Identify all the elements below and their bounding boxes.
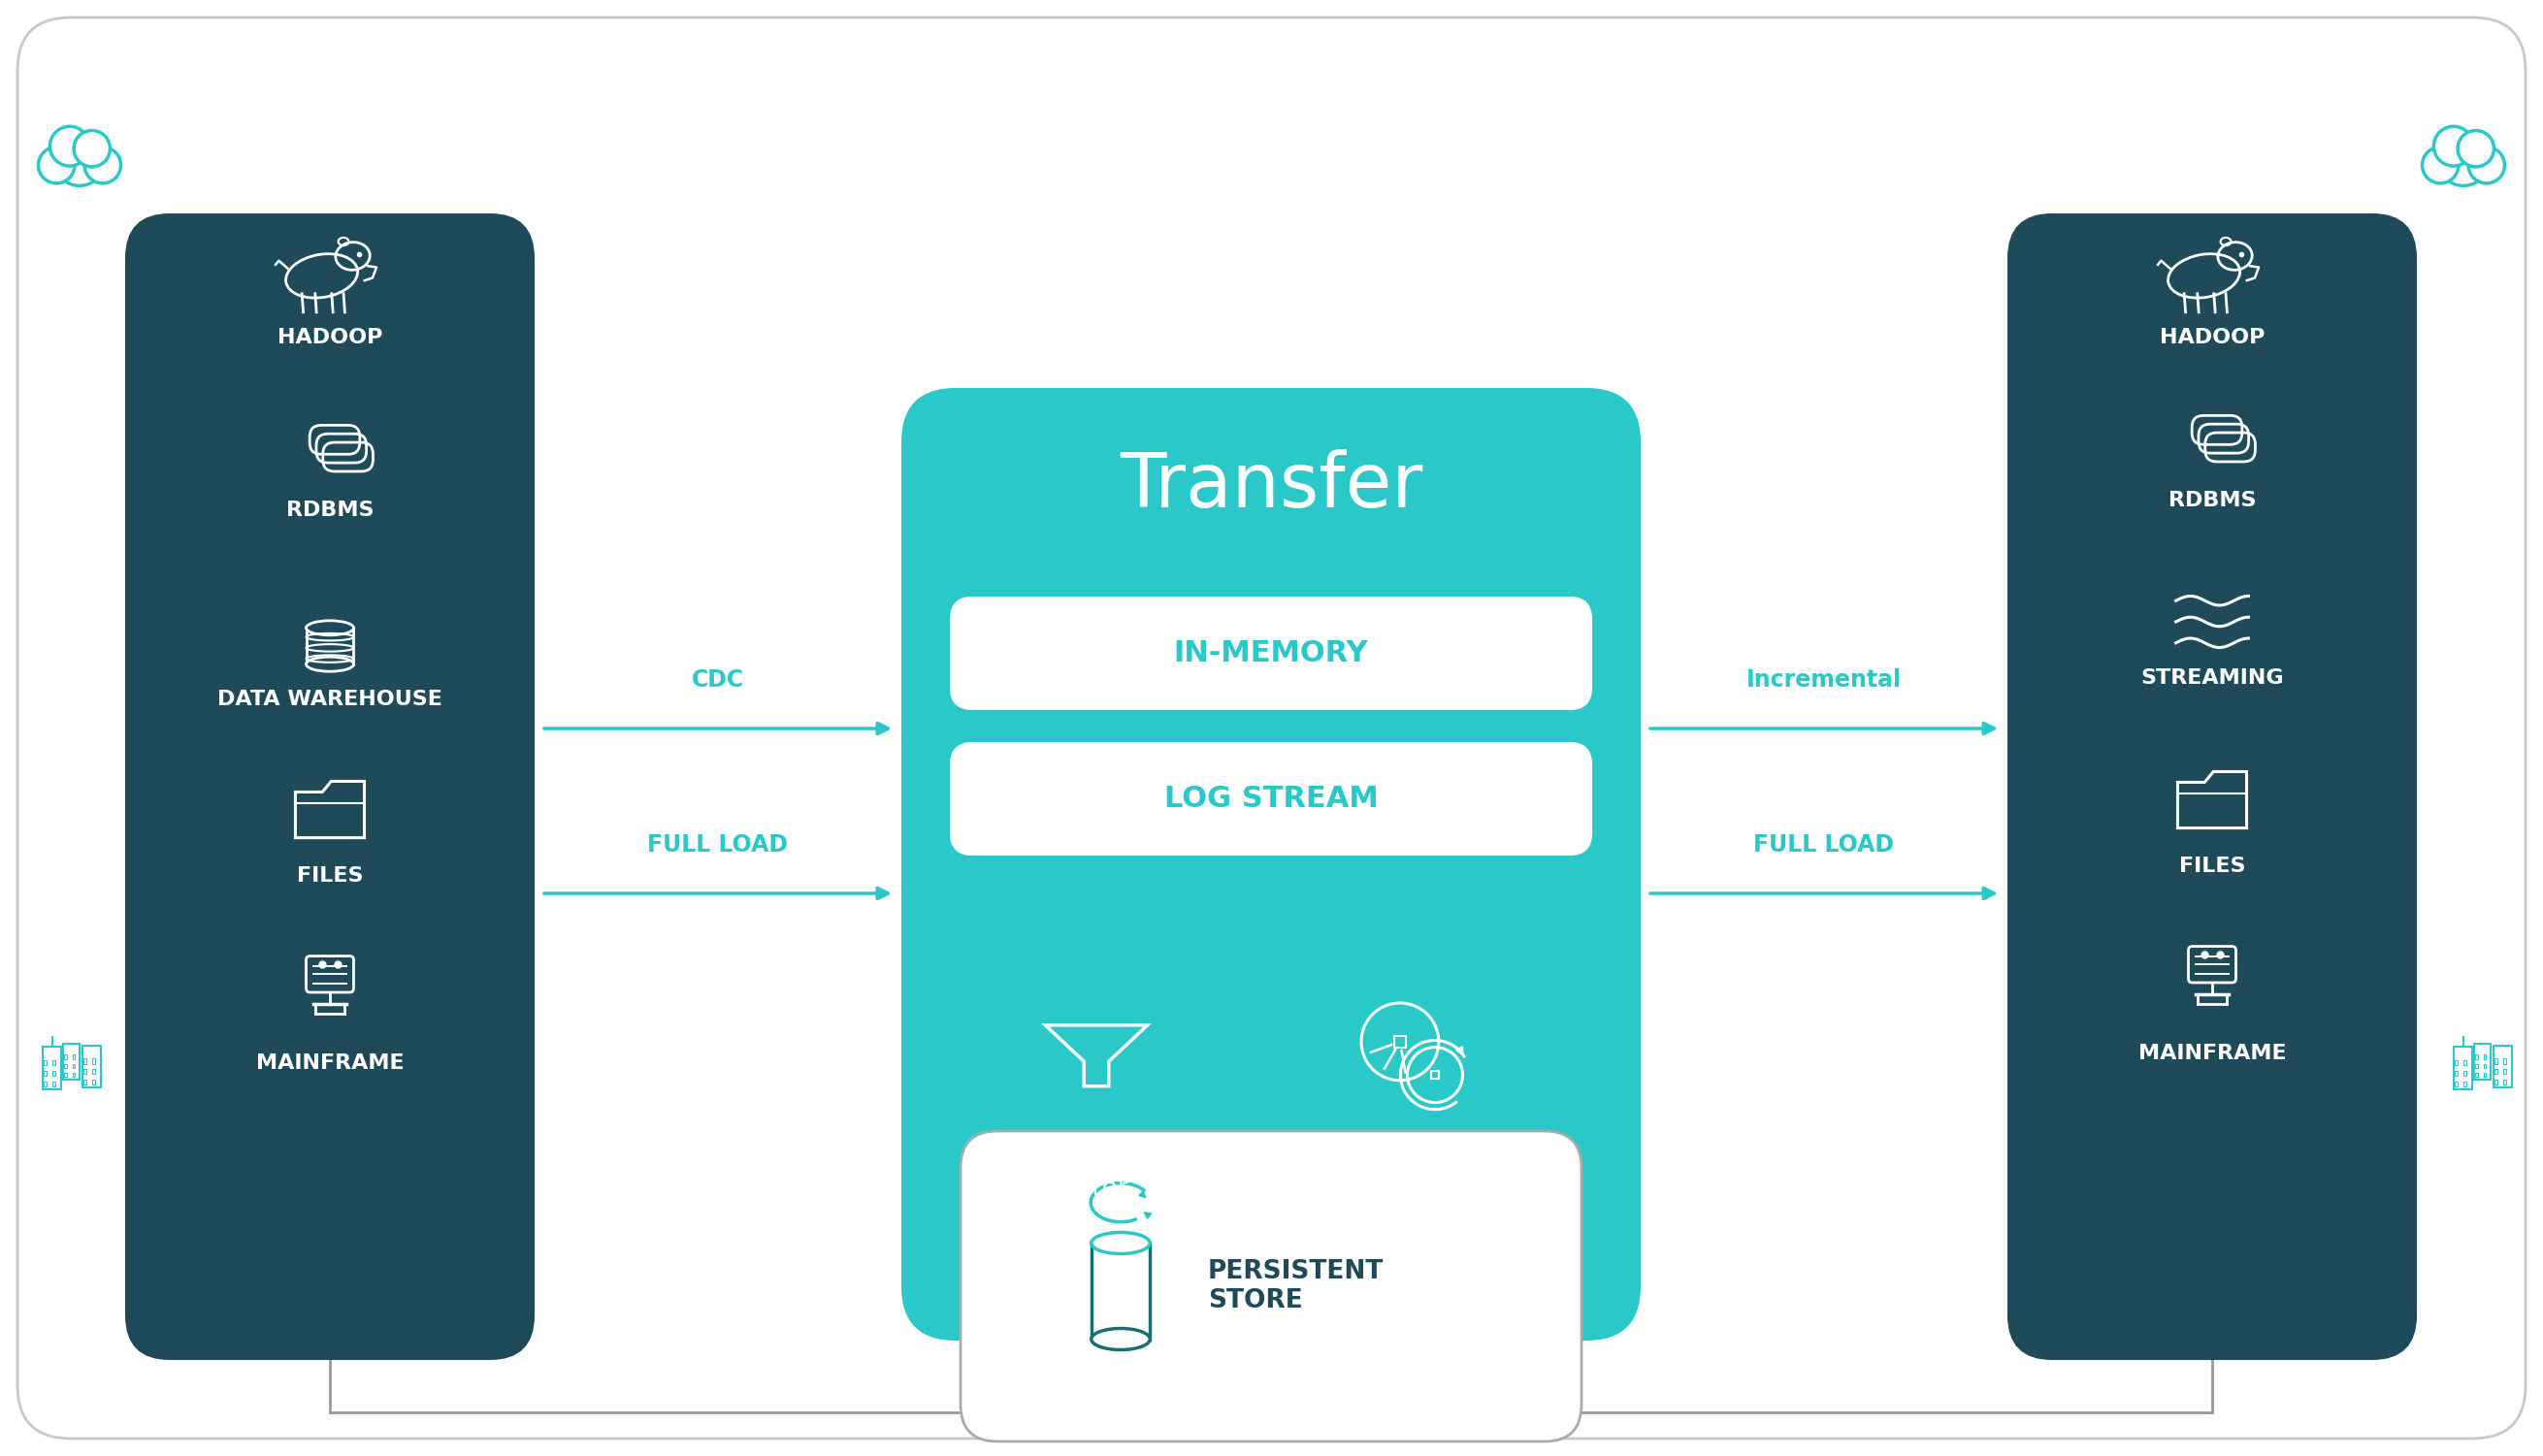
FancyBboxPatch shape xyxy=(903,389,1640,1340)
Bar xyxy=(64,1044,79,1079)
Circle shape xyxy=(38,147,74,183)
Circle shape xyxy=(84,147,122,183)
Circle shape xyxy=(2421,147,2459,183)
Ellipse shape xyxy=(1091,1328,1149,1350)
Text: MAINFRAME: MAINFRAME xyxy=(2139,1044,2286,1063)
Bar xyxy=(43,1060,46,1066)
Bar xyxy=(53,1070,56,1076)
Bar xyxy=(53,1082,56,1086)
Bar xyxy=(43,1047,61,1089)
Text: STREAMING: STREAMING xyxy=(2141,668,2284,687)
Circle shape xyxy=(2469,147,2505,183)
Bar xyxy=(2454,1070,2457,1076)
Text: Transfer: Transfer xyxy=(1119,448,1422,523)
Ellipse shape xyxy=(305,620,353,635)
Text: RDBMS: RDBMS xyxy=(2169,491,2256,510)
Bar xyxy=(2464,1060,2467,1066)
FancyBboxPatch shape xyxy=(951,597,1592,709)
Bar xyxy=(43,1070,46,1076)
Bar xyxy=(84,1079,86,1085)
Bar xyxy=(2454,1047,2472,1089)
Bar xyxy=(92,1069,94,1075)
Circle shape xyxy=(2434,127,2474,166)
Text: Filter: Filter xyxy=(1066,1176,1129,1201)
Circle shape xyxy=(56,137,104,186)
Bar xyxy=(92,1079,94,1085)
Bar xyxy=(92,1059,94,1064)
Bar xyxy=(81,1045,102,1088)
FancyBboxPatch shape xyxy=(127,214,534,1358)
FancyBboxPatch shape xyxy=(951,743,1592,855)
Text: Transform: Transform xyxy=(1363,1176,1490,1201)
Text: Incremental: Incremental xyxy=(1747,668,1902,692)
Bar xyxy=(2464,1082,2467,1086)
Bar xyxy=(2464,1070,2467,1076)
Text: FILES: FILES xyxy=(2179,856,2245,877)
Text: PERSISTENT
STORE: PERSISTENT STORE xyxy=(1208,1259,1383,1313)
Ellipse shape xyxy=(305,657,353,671)
Text: CDC: CDC xyxy=(692,668,745,692)
Bar xyxy=(2454,1060,2457,1066)
Circle shape xyxy=(74,131,109,167)
Text: HADOOP: HADOOP xyxy=(277,328,381,348)
Bar xyxy=(2495,1079,2497,1085)
Bar xyxy=(2474,1044,2492,1079)
Bar xyxy=(2495,1045,2512,1088)
Bar xyxy=(84,1069,86,1075)
Circle shape xyxy=(2439,137,2487,186)
Circle shape xyxy=(2457,131,2495,167)
Text: FILES: FILES xyxy=(298,866,364,885)
Bar xyxy=(1394,1037,1406,1047)
FancyBboxPatch shape xyxy=(2009,214,2416,1358)
FancyBboxPatch shape xyxy=(961,1131,1582,1441)
Bar xyxy=(2495,1069,2497,1075)
Bar xyxy=(2454,1082,2457,1086)
Ellipse shape xyxy=(1091,1232,1149,1254)
Text: IN-MEMORY: IN-MEMORY xyxy=(1175,639,1368,667)
Text: DATA WAREHOUSE: DATA WAREHOUSE xyxy=(216,690,442,709)
FancyBboxPatch shape xyxy=(18,17,2525,1439)
Bar xyxy=(2502,1079,2507,1085)
Bar xyxy=(53,1060,56,1066)
Bar xyxy=(2502,1059,2507,1064)
Text: MAINFRAME: MAINFRAME xyxy=(257,1054,404,1073)
Bar xyxy=(2502,1069,2507,1075)
Text: LOG STREAM: LOG STREAM xyxy=(1165,785,1378,812)
Text: FULL LOAD: FULL LOAD xyxy=(1755,833,1895,856)
Circle shape xyxy=(51,127,89,166)
Bar xyxy=(43,1082,46,1086)
Bar xyxy=(84,1059,86,1064)
Text: HADOOP: HADOOP xyxy=(2159,328,2266,348)
Text: RDBMS: RDBMS xyxy=(285,501,374,520)
Text: FULL LOAD: FULL LOAD xyxy=(648,833,788,856)
Bar xyxy=(2495,1059,2497,1064)
